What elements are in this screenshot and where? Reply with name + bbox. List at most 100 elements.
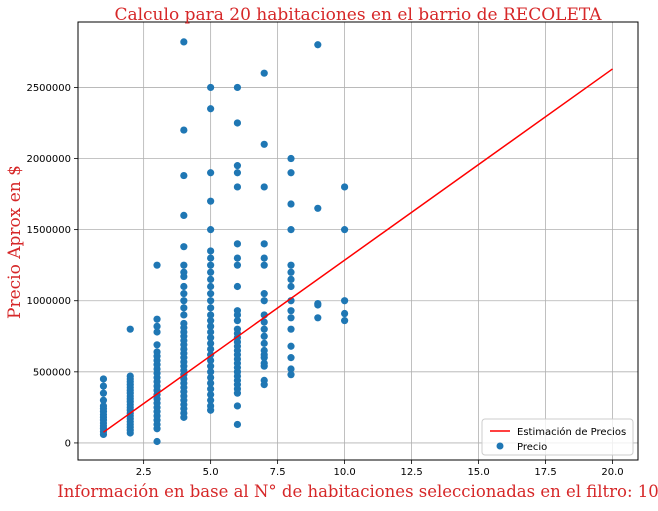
scatter-point [314,314,322,322]
scatter-point [260,325,268,333]
scatter-point [341,317,349,325]
plot-frame [77,21,639,461]
scatter-point [99,396,108,404]
scatter-point [260,290,268,298]
plot-area [78,22,638,460]
scatter-point [314,299,322,308]
scatter-point [99,382,108,390]
grid [78,22,638,460]
legend: Estimación de Precios Precio [481,418,634,456]
x-tick-label: 10.0 [333,467,355,478]
scatter-point [153,261,161,269]
y-tick-label: 2500000 [26,83,71,94]
scatter-point [207,317,215,325]
scatter-point [180,38,188,46]
scatter-point [207,105,215,113]
scatter-point [287,371,295,379]
scatter-point [207,390,215,399]
y-tick-label: 1500000 [26,225,71,236]
scatter-point [287,314,295,322]
scatter-point [99,389,108,397]
scatter-point [207,261,215,269]
scatter-point [287,200,295,208]
scatter-point [233,183,242,191]
scatter-point [314,41,322,49]
scatter-point [260,297,268,305]
scatter-point [287,282,295,291]
scatter-point [207,254,215,262]
scatter-point [260,318,268,326]
scatter-point [287,226,295,234]
scatter-point [207,396,215,404]
scatter-point [207,282,215,291]
scatter-point [207,197,215,205]
scatter-point [287,261,295,269]
scatter-point [153,328,161,336]
x-tick-label: 17.5 [534,467,556,478]
scatter-point [207,385,215,393]
x-tick-label: 5.0 [203,467,219,478]
scatter-point [180,297,188,305]
scatter-point [341,183,349,191]
scatter-point [233,307,242,315]
scatter-point [207,362,215,370]
scatter-point [207,226,215,234]
scatter-point [233,169,242,177]
scatter-point [207,83,215,92]
scatter-point [207,368,215,376]
scatter-point [287,268,295,276]
scatter-point [207,268,215,276]
scatter-point [260,254,268,262]
scatter-point [207,402,215,410]
scatter-point [207,328,215,336]
scatter-point [260,339,268,347]
scatter-point [233,240,242,248]
scatter-point [180,243,188,251]
scatter-point [153,315,161,323]
scatter-point [207,275,215,283]
x-tick-label: 15.0 [467,467,489,478]
scatter-point [180,261,188,269]
scatter-series [99,38,349,446]
scatter-point [207,379,215,387]
scatter-point [153,341,161,349]
y-tick-label: 1000000 [26,296,71,307]
scatter-point [153,348,161,356]
scatter-point [233,261,242,269]
scatter-point [341,297,349,305]
x-tick-label: 2.5 [136,467,152,478]
scatter-point [99,402,108,410]
legend-box [481,418,634,456]
scatter-point [287,365,295,373]
y-axis-label: Precio Aprox en $ [5,165,25,319]
scatter-point [260,359,268,367]
legend-scatter-swatch [496,442,504,450]
scatter-point [180,282,188,291]
scatter-point [233,83,242,92]
y-tick-label: 0 [65,438,71,449]
scatter-point [260,140,268,148]
scatter-point [287,307,295,315]
scatter-point [260,69,268,77]
scatter-point [126,372,134,380]
scatter-point [207,356,215,365]
scatter-point [207,247,215,255]
legend-label-line: Estimación de Precios [517,426,626,438]
scatter-point [287,342,295,350]
scatter-point [287,275,295,283]
scatter-point [233,119,242,127]
scatter-point [207,169,215,177]
scatter-point [233,254,242,262]
scatter-point [207,290,215,298]
scatter-point [180,319,188,328]
scatter-point [233,162,242,170]
scatter-point [207,373,215,382]
scatter-point [341,226,349,234]
scatter-point [99,375,108,383]
scatter-point [233,282,242,291]
scatter-point [207,297,215,305]
scatter-point [126,325,134,333]
scatter-point [314,204,322,212]
